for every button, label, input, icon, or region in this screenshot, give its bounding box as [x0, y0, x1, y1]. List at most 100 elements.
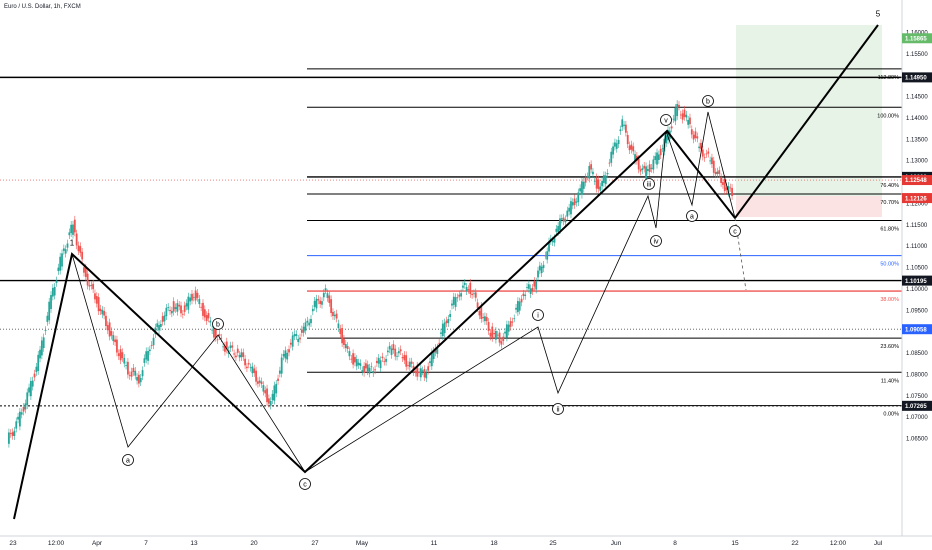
- candle-body: [681, 113, 684, 120]
- candle-body: [687, 119, 690, 125]
- candle-body: [277, 378, 279, 381]
- wave-label-circle: [650, 235, 662, 247]
- candle-body: [159, 323, 162, 327]
- candle-body: [187, 296, 190, 310]
- candle-body: [562, 217, 565, 222]
- candle-body: [652, 159, 655, 170]
- candle-body: [654, 156, 657, 160]
- y-tick-label: 1.14500: [906, 95, 928, 101]
- candle-body: [643, 165, 646, 169]
- candle-body: [138, 374, 140, 384]
- candle-body: [462, 285, 464, 288]
- candle-body: [401, 357, 404, 359]
- candle-body: [205, 315, 208, 322]
- candle-body: [255, 370, 257, 382]
- candle-body: [344, 343, 347, 349]
- candle-body: [130, 371, 133, 377]
- candle-body: [670, 126, 673, 129]
- candle-body: [37, 354, 40, 371]
- candle-body: [286, 352, 289, 360]
- candle-body: [729, 187, 732, 189]
- y-tick-label: 1.07500: [906, 394, 928, 400]
- candle-body: [599, 186, 602, 191]
- candle-body: [709, 160, 712, 162]
- candle-body: [99, 308, 102, 312]
- fib-level-label: 50.00%: [880, 262, 899, 268]
- candle-body: [410, 361, 413, 364]
- candle-body: [421, 370, 424, 372]
- candle-body: [533, 280, 536, 287]
- candle-body: [196, 292, 199, 298]
- candle-body: [407, 365, 409, 366]
- candle-body: [11, 432, 14, 436]
- x-tick-label: 22: [791, 540, 799, 547]
- candle-body: [145, 351, 148, 360]
- candle-body: [463, 282, 466, 285]
- y-tick-label: 1.08000: [906, 372, 928, 378]
- candle-body: [553, 238, 556, 243]
- candle-body: [169, 310, 171, 312]
- candle-body: [723, 178, 726, 192]
- candle-body: [207, 313, 210, 319]
- candle-body: [300, 329, 303, 333]
- candle-body: [529, 288, 532, 294]
- candle-body: [348, 351, 351, 357]
- candle-body: [374, 369, 376, 371]
- candle-body: [148, 349, 151, 352]
- candle-body: [614, 142, 616, 147]
- candle-body: [538, 265, 541, 271]
- candle-body: [352, 353, 355, 365]
- candle-body: [392, 344, 395, 350]
- candle-body: [624, 124, 627, 133]
- candle-body: [683, 109, 686, 117]
- candle-body: [310, 318, 312, 324]
- candle-body: [264, 390, 267, 394]
- candle-body: [332, 311, 334, 317]
- candle-body: [238, 354, 241, 358]
- x-tick-label: 27: [311, 540, 319, 547]
- x-tick-label: 15: [731, 540, 739, 547]
- candle-body: [449, 314, 452, 317]
- y-tick-label: 1.10000: [906, 287, 928, 293]
- candle-body: [443, 322, 446, 334]
- candle-body: [366, 364, 369, 372]
- candle-body: [648, 164, 651, 173]
- candle-body: [156, 323, 159, 328]
- candle-body: [485, 316, 488, 322]
- candle-body: [520, 298, 523, 303]
- wave-label: a: [126, 458, 130, 465]
- price-tag: [902, 400, 932, 411]
- candle-body: [634, 154, 636, 161]
- candle-body: [447, 318, 450, 324]
- wave-label-circle: [532, 309, 544, 321]
- candle-body: [233, 353, 236, 355]
- candle-body: [639, 169, 642, 172]
- candle-body: [257, 381, 259, 384]
- candle-body: [114, 339, 117, 343]
- candle-body: [516, 301, 519, 313]
- candle-body: [273, 385, 276, 401]
- candle-body: [333, 314, 336, 317]
- x-tick-label: 12:00: [48, 540, 65, 547]
- candle-body: [524, 294, 527, 296]
- candle-body: [127, 361, 129, 375]
- candle-body: [696, 136, 699, 139]
- candle-body: [458, 294, 461, 297]
- candle-body: [13, 430, 16, 436]
- candle-body: [522, 293, 525, 297]
- candle-body: [121, 352, 124, 359]
- candle-body: [73, 219, 76, 233]
- candle-body: [628, 145, 631, 151]
- candle-body: [645, 166, 647, 179]
- candle-body: [308, 322, 311, 326]
- y-tick-label: 1.10500: [906, 266, 928, 272]
- fib-level-label: 61.80%: [880, 227, 899, 233]
- wave-label: c: [733, 229, 737, 236]
- candle-body: [703, 157, 706, 159]
- candle-body: [505, 324, 508, 338]
- candle-body: [394, 348, 397, 357]
- x-tick-label: Apr: [92, 540, 103, 547]
- candle-body: [202, 302, 204, 316]
- candle-body: [676, 104, 679, 117]
